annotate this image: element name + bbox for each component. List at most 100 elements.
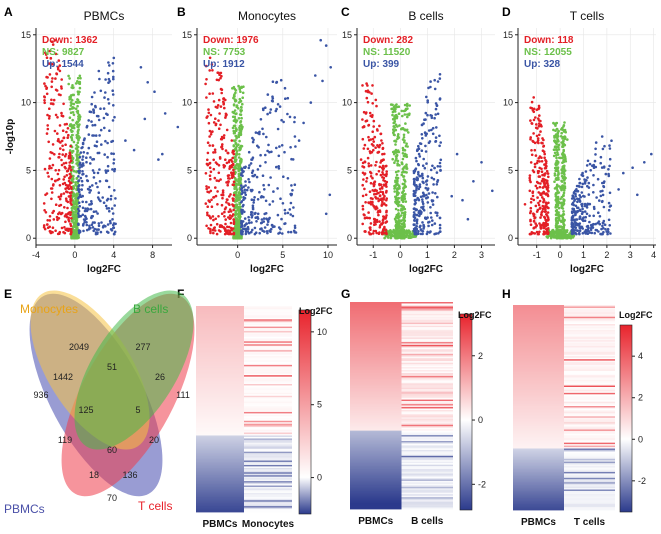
point-down bbox=[211, 69, 214, 72]
heatmap-cell bbox=[196, 467, 244, 470]
point-up bbox=[259, 227, 262, 231]
point-down bbox=[204, 82, 207, 86]
point-up bbox=[92, 157, 96, 161]
point-down bbox=[381, 218, 385, 221]
heatmap-cell bbox=[196, 406, 244, 408]
heatmap-cell bbox=[513, 379, 564, 382]
point-ns bbox=[560, 128, 563, 131]
heatmap-cell bbox=[564, 400, 615, 403]
heatmap-cell bbox=[244, 348, 292, 351]
point-down bbox=[43, 209, 46, 212]
point-outlier bbox=[600, 135, 604, 138]
heatmap-cell bbox=[350, 455, 402, 458]
point-down bbox=[216, 190, 219, 193]
heatmap-cell bbox=[401, 399, 453, 402]
point-down bbox=[371, 113, 374, 117]
point-ns bbox=[396, 178, 399, 182]
point-up bbox=[288, 208, 292, 211]
point-up bbox=[262, 183, 265, 187]
point-down bbox=[208, 135, 211, 138]
heatmap-cell bbox=[350, 417, 402, 420]
point-up bbox=[427, 129, 431, 132]
point-up bbox=[268, 216, 271, 220]
point-down bbox=[361, 137, 365, 141]
point-up bbox=[414, 156, 418, 160]
count-up: Up: 328 bbox=[524, 59, 561, 70]
point-up bbox=[251, 169, 255, 172]
point-up bbox=[290, 157, 293, 161]
point-down bbox=[207, 199, 210, 202]
point-down bbox=[52, 102, 55, 106]
heatmap-cell bbox=[513, 316, 564, 319]
point-down bbox=[361, 84, 364, 87]
heatmap-cell bbox=[513, 387, 564, 389]
point-up bbox=[110, 207, 114, 210]
point-down bbox=[208, 162, 211, 165]
point-up bbox=[570, 217, 574, 221]
heatmap-cell bbox=[196, 326, 244, 329]
point-up bbox=[107, 61, 110, 64]
y-tick-label: 10 bbox=[182, 98, 192, 108]
point-down bbox=[534, 184, 538, 188]
point-up bbox=[603, 223, 607, 227]
heatmap-cell bbox=[513, 341, 564, 344]
point-up bbox=[436, 195, 439, 199]
heatmap-cell bbox=[196, 491, 244, 494]
point-up bbox=[254, 131, 258, 134]
heatmap-cell bbox=[196, 348, 244, 351]
point-down bbox=[380, 166, 384, 170]
point-ns bbox=[405, 163, 408, 166]
point-up bbox=[413, 178, 417, 181]
point-up bbox=[438, 134, 441, 138]
point-up bbox=[86, 207, 89, 210]
point-up bbox=[578, 215, 582, 219]
point-ns bbox=[238, 214, 241, 217]
point-down bbox=[70, 203, 73, 206]
point-up bbox=[251, 156, 255, 159]
point-up bbox=[271, 97, 275, 100]
point-up bbox=[435, 214, 439, 217]
heatmap-cell bbox=[196, 414, 244, 417]
point-ns bbox=[406, 113, 409, 116]
heatmap-cell bbox=[350, 483, 402, 486]
heatmap-cell bbox=[513, 388, 564, 391]
point-up bbox=[241, 208, 244, 212]
point-down bbox=[51, 226, 55, 229]
point-down bbox=[373, 135, 377, 139]
point-outlier bbox=[319, 38, 323, 42]
point-down bbox=[539, 224, 542, 227]
point-down bbox=[50, 40, 54, 43]
point-up bbox=[607, 168, 610, 171]
heatmap-cell bbox=[244, 319, 292, 322]
heatmap-cell bbox=[196, 333, 244, 336]
point-up bbox=[422, 205, 425, 208]
heatmap-cell bbox=[513, 329, 564, 332]
heatmap-cell bbox=[244, 482, 292, 485]
point-up bbox=[420, 133, 424, 136]
heatmap-cell bbox=[513, 353, 564, 356]
heatmap-cell bbox=[244, 420, 292, 423]
point-ns bbox=[70, 150, 74, 153]
point-up bbox=[421, 195, 425, 198]
point-up bbox=[264, 106, 267, 109]
point-up bbox=[255, 220, 258, 223]
point-down bbox=[217, 215, 220, 218]
heatmap-cell bbox=[350, 312, 402, 315]
point-up bbox=[438, 73, 442, 76]
point-up bbox=[262, 220, 266, 223]
point-up bbox=[432, 183, 435, 186]
panel-letter-a: A bbox=[4, 5, 13, 19]
point-down bbox=[368, 150, 372, 153]
point-up bbox=[87, 146, 91, 150]
point-down bbox=[64, 183, 68, 187]
heatmap-cell bbox=[196, 378, 244, 380]
point-up bbox=[90, 200, 93, 203]
point-up bbox=[431, 126, 435, 130]
point-ns bbox=[404, 231, 407, 235]
point-down bbox=[48, 164, 51, 168]
heatmap-cell bbox=[513, 354, 564, 357]
point-down bbox=[531, 109, 535, 112]
point-down bbox=[53, 39, 57, 42]
point-ns bbox=[405, 165, 408, 169]
point-down bbox=[543, 167, 547, 170]
